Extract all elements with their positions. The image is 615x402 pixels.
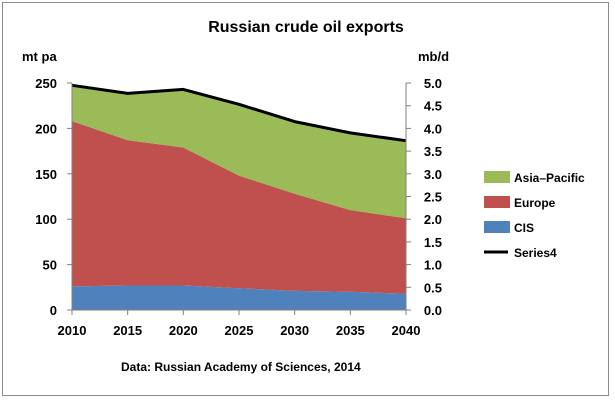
legend-label-europe: Europe xyxy=(514,196,556,210)
legend-swatch-europe xyxy=(484,196,510,208)
right-tick-label: 3.5 xyxy=(424,144,442,159)
right-tick-label: 0.0 xyxy=(424,303,442,318)
left-axis-unit: mt pa xyxy=(22,49,57,64)
x-tick-label: 2040 xyxy=(392,323,421,338)
source-note: Data: Russian Academy of Sciences, 2014 xyxy=(121,360,361,374)
chart-title: Russian crude oil exports xyxy=(208,19,404,36)
right-tick-label: 1.0 xyxy=(424,258,442,273)
right-tick-label: 2.5 xyxy=(424,190,442,205)
right-tick-label: 5.0 xyxy=(424,76,442,91)
left-tick-label: 0 xyxy=(50,303,57,318)
right-tick-label: 2.0 xyxy=(424,212,442,227)
line-series xyxy=(71,83,407,143)
legend-swatch-asia-pacific xyxy=(484,171,510,183)
area-cis xyxy=(72,285,406,310)
x-tick-label: 2035 xyxy=(336,323,365,338)
area-europe xyxy=(72,121,406,294)
x-tick-label: 2030 xyxy=(280,323,309,338)
stacked-areas xyxy=(72,84,406,310)
legend-label-cis: CIS xyxy=(514,221,534,235)
legend-label-series4: Series4 xyxy=(514,246,557,260)
left-tick-label: 200 xyxy=(35,121,57,136)
legend-swatch-cis xyxy=(484,221,510,233)
right-tick-label: 4.0 xyxy=(424,121,442,136)
left-tick-label: 250 xyxy=(35,76,57,91)
legend: Asia–Pacific Europe CIS Series4 xyxy=(484,171,585,260)
right-tick-label: 4.5 xyxy=(424,99,442,114)
right-tick-label: 1.5 xyxy=(424,235,442,250)
right-axis-unit: mb/d xyxy=(418,49,449,64)
x-tick-label: 2015 xyxy=(113,323,142,338)
legend-label-asia-pacific: Asia–Pacific xyxy=(514,171,585,185)
right-tick-label: 3.0 xyxy=(424,167,442,182)
x-tick-label: 2010 xyxy=(58,323,87,338)
left-tick-label: 50 xyxy=(43,258,57,273)
right-tick-label: 0.5 xyxy=(424,280,442,295)
area-asia-pacific xyxy=(72,84,406,219)
x-tick-label: 2025 xyxy=(225,323,254,338)
axes: 0 50 100 150 200 250 0.0 0.5 1.0 1.5 2.0 2.5 3.0 3.5 4… xyxy=(35,76,442,338)
line-series4 xyxy=(71,83,407,143)
x-tick-label: 2020 xyxy=(169,323,198,338)
left-tick-label: 150 xyxy=(35,167,57,182)
left-tick-label: 100 xyxy=(35,212,57,227)
